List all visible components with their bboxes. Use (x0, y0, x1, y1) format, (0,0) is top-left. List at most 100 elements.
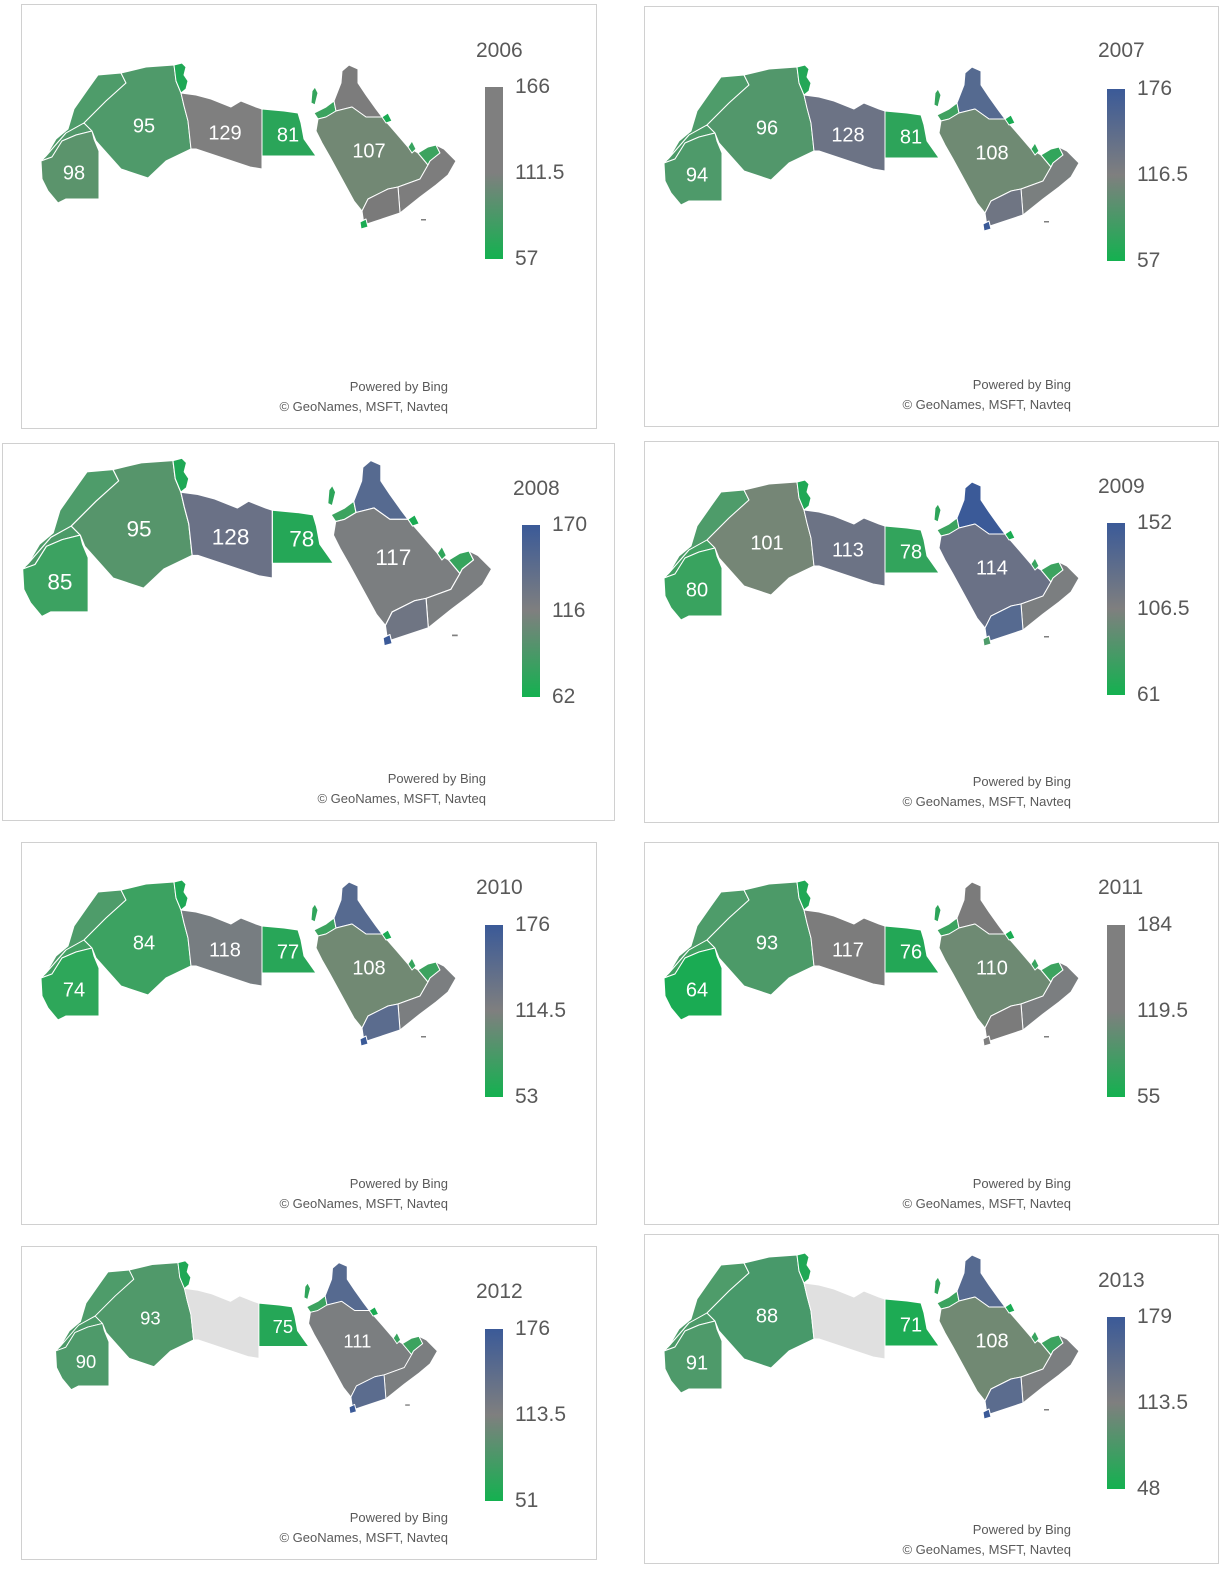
region-tunisia (173, 879, 189, 911)
region-egypt (884, 525, 940, 574)
region-socotra (1044, 1409, 1049, 1411)
map-credits: Powered by Bing © GeoNames, MSFT, Navteq (317, 769, 486, 809)
region-egypt (884, 110, 940, 159)
powered-by-text: Powered by Bing (972, 1522, 1071, 1537)
region-socotra (405, 1404, 410, 1406)
region-socotra (452, 634, 458, 637)
legend-mid-value: 106.5 (1137, 597, 1190, 620)
region-egypt (884, 925, 940, 974)
value-label-mauritania: 94 (686, 164, 708, 186)
legend-min-value: 53 (515, 1085, 539, 1108)
region-egypt (261, 108, 317, 157)
legend-min-value: 61 (1137, 683, 1161, 706)
value-label-egypt: 78 (289, 527, 314, 552)
copyright-text: © GeoNames, MSFT, Navteq (902, 794, 1071, 809)
region-egypt (884, 1298, 940, 1347)
legend-max-value: 176 (1137, 77, 1173, 100)
legend-min-value: 55 (1137, 1085, 1161, 1108)
value-label-libya: 128 (831, 124, 864, 146)
region-tunisia (796, 479, 812, 511)
region-mauritania (663, 1320, 723, 1394)
region-kuwait (1004, 1302, 1016, 1314)
region-tunisia (172, 457, 190, 493)
map-credits: Powered by Bing © GeoNames, MSFT, Navteq (902, 1520, 1071, 1560)
copyright-text: © GeoNames, MSFT, Navteq (317, 791, 486, 806)
year-title: 2008 (513, 477, 560, 500)
region-kuwait (368, 1306, 379, 1317)
value-label-mauritania: 64 (686, 979, 708, 1001)
legend-gradient-bar (1107, 1317, 1125, 1489)
region-qatar (1030, 557, 1040, 571)
value-label-algeria: 95 (133, 115, 155, 137)
legend-gradient-bar (522, 525, 540, 697)
region-yemen (361, 1003, 401, 1043)
region-qatar (436, 545, 447, 561)
year-title: 2007 (1098, 39, 1145, 62)
copyright-text: © GeoNames, MSFT, Navteq (902, 397, 1071, 412)
region-kuwait (1004, 114, 1016, 126)
value-label-libya: 128 (212, 524, 250, 549)
region-qatar (407, 140, 417, 154)
powered-by-text: Powered by Bing (972, 774, 1071, 789)
legend-gradient-bar (485, 925, 503, 1097)
region-tunisia (796, 1252, 812, 1284)
map-credits: Powered by Bing © GeoNames, MSFT, Navteq (279, 377, 448, 417)
region-yemen (984, 188, 1024, 228)
region-levant (933, 88, 942, 108)
region-yemen (384, 597, 429, 642)
choropleth-map: 98 95 129 81 107 (40, 62, 457, 230)
region-kuwait (381, 112, 393, 124)
value-label-mauritania: 90 (76, 1351, 96, 1372)
legend-min-value: 51 (515, 1489, 539, 1512)
region-kuwait (1004, 529, 1016, 541)
region-levant (933, 1276, 942, 1296)
region-mauritania (663, 947, 723, 1021)
year-title: 2013 (1098, 1269, 1145, 1292)
legend-mid-value: 116.5 (1137, 163, 1188, 186)
value-label-algeria: 95 (126, 517, 151, 542)
legend-gradient-bar (485, 87, 503, 259)
value-label-mauritania: 91 (686, 1352, 708, 1374)
value-label-saudi: 108 (975, 1330, 1008, 1352)
value-label-libya: 117 (832, 939, 864, 961)
map-panel-2008: 85 95 128 78 117 2008 170 116 62 Powered by Bing ©… (2, 443, 615, 821)
powered-by-text: Powered by Bing (387, 771, 486, 786)
region-libya (183, 1287, 260, 1359)
region-comoros (982, 1035, 992, 1047)
region-qatar (407, 957, 417, 971)
value-label-egypt: 76 (900, 941, 922, 963)
region-yemen (984, 1003, 1024, 1043)
value-label-saudi: 107 (352, 140, 385, 162)
map-credits: Powered by Bing © GeoNames, MSFT, Navteq (902, 1174, 1071, 1214)
region-comoros (982, 635, 992, 647)
choropleth-map: 90 93 75 111 (55, 1260, 438, 1415)
powered-by-text: Powered by Bing (972, 377, 1071, 392)
region-libya (803, 1282, 886, 1360)
value-label-egypt: 81 (277, 124, 299, 146)
legend-gradient-bar (485, 1329, 503, 1501)
legend-max-value: 179 (1137, 1305, 1173, 1328)
legend-mid-value: 111.5 (515, 161, 565, 184)
map-panel-2013: 91 88 71 108 2013 179 113.5 48 Powered by Bing © … (644, 1234, 1219, 1564)
legend-max-value: 184 (1137, 913, 1173, 936)
region-kuwait (381, 929, 393, 941)
region-mauritania (55, 1322, 110, 1391)
legend-max-value: 176 (515, 1317, 551, 1340)
year-title: 2011 (1098, 876, 1144, 899)
map-panel-2007: 94 96 128 81 108 2007 176 116.5 57 Powered by Bin… (644, 6, 1219, 427)
region-comoros (359, 218, 369, 230)
value-label-saudi: 108 (975, 142, 1008, 164)
legend-mid-value: 116 (552, 599, 586, 622)
value-label-egypt: 77 (277, 941, 299, 963)
legend-gradient-bar (1107, 925, 1125, 1097)
map-credits: Powered by Bing © GeoNames, MSFT, Navteq (279, 1508, 448, 1548)
region-levant (933, 503, 942, 523)
legend-min-value: 62 (552, 685, 576, 708)
value-label-algeria: 84 (133, 932, 155, 954)
legend-max-value: 170 (552, 513, 588, 536)
region-comoros (982, 220, 992, 232)
legend-gradient-bar (1107, 89, 1125, 261)
region-egypt (261, 925, 317, 974)
value-label-mauritania: 98 (63, 162, 85, 184)
legend-max-value: 152 (1137, 511, 1173, 534)
